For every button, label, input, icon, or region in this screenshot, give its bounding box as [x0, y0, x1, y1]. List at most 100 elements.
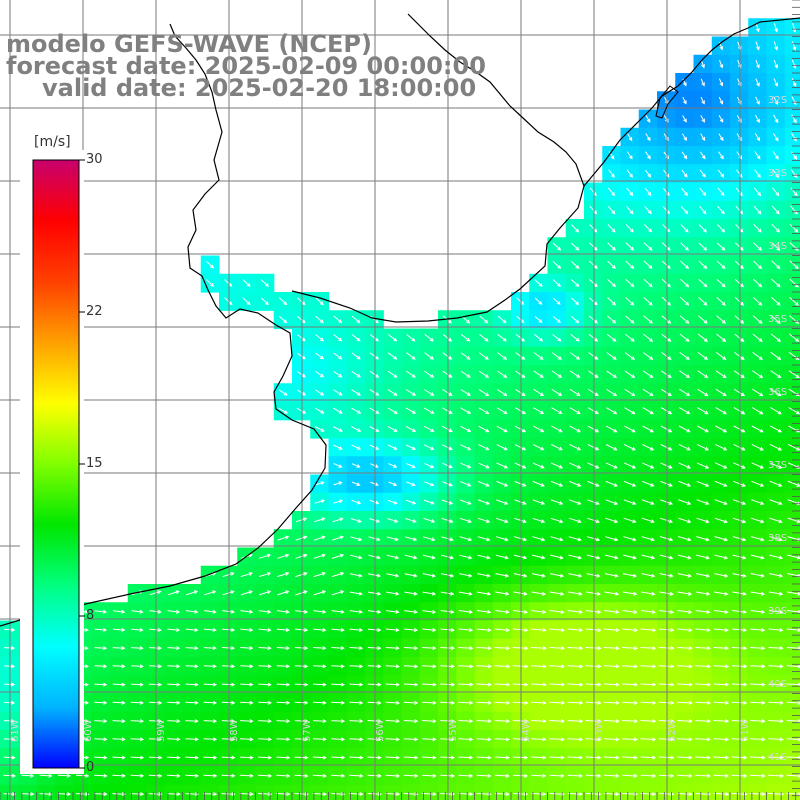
- lon-label-56w: 56W: [375, 719, 386, 742]
- wind-cell: [0, 784, 19, 800]
- wind-cell: [346, 784, 366, 800]
- wind-cell: [730, 784, 749, 800]
- wind-cell: [784, 438, 800, 457]
- lat-label-32s: 32S: [768, 95, 788, 106]
- lat-label-38s: 38S: [768, 533, 788, 544]
- wind-cell: [237, 784, 257, 800]
- colorbar-tick-30: 30: [86, 152, 103, 167]
- wind-cell: [784, 219, 800, 238]
- wind-cell: [474, 784, 494, 800]
- lon-label-51w: 51W: [740, 719, 751, 742]
- wind-cell: [784, 73, 800, 92]
- wind-cell: [91, 784, 111, 800]
- wind-cell: [784, 146, 800, 165]
- wind-cell: [292, 784, 311, 800]
- wind-cell: [36, 784, 56, 800]
- wind-cell: [511, 784, 530, 800]
- wind-cell: [182, 784, 202, 800]
- wind-cell: [456, 784, 476, 800]
- wind-cell: [784, 200, 800, 220]
- wind-cell: [693, 784, 713, 800]
- wind-cell: [784, 784, 800, 800]
- valid-date: valid date: 2025-02-20 18:00:00: [42, 74, 477, 102]
- wind-cell: [219, 784, 238, 800]
- lon-label-57w: 57W: [302, 719, 313, 742]
- wind-cell: [784, 529, 800, 549]
- wind-cell: [784, 365, 800, 384]
- wind-cell: [784, 602, 800, 622]
- wind-cell: [784, 584, 800, 603]
- lat-label-41s: 41S: [768, 752, 788, 763]
- wind-cell: [784, 547, 800, 567]
- wind-cell: [675, 784, 695, 800]
- wind-cell: [328, 784, 348, 800]
- wind-cell: [146, 784, 165, 800]
- lon-label-52w: 52W: [667, 719, 678, 742]
- wind-cell: [784, 273, 800, 293]
- lat-label-34s: 34S: [768, 241, 788, 252]
- wind-cell: [365, 784, 384, 800]
- lon-label-53w: 53W: [594, 719, 605, 742]
- wind-cell: [584, 784, 603, 800]
- lon-label-60w: 60W: [83, 719, 94, 742]
- lat-label-40s: 40S: [768, 679, 788, 690]
- wind-cell: [784, 127, 800, 147]
- wind-cell: [784, 328, 800, 348]
- wind-cell: [784, 109, 800, 129]
- wind-cell: [54, 784, 74, 800]
- wind-cell: [255, 784, 275, 800]
- wind-cell: [784, 36, 800, 56]
- wind-cell: [401, 784, 421, 800]
- lat-label-36s: 36S: [768, 387, 788, 398]
- lon-label-58w: 58W: [229, 719, 240, 742]
- lat-label-37s: 37S: [768, 460, 788, 471]
- lon-label-59w: 59W: [156, 719, 167, 742]
- wind-cell: [784, 474, 800, 494]
- lon-label-61w: 61W: [10, 719, 21, 742]
- wind-cell: [784, 164, 800, 184]
- wind-cell: [748, 784, 768, 800]
- wind-cell: [784, 401, 800, 421]
- wind-cell: [784, 565, 800, 585]
- lon-label-54w: 54W: [521, 719, 532, 742]
- lat-label-39s: 39S: [768, 606, 788, 617]
- colorbar-unit: [m/s]: [34, 134, 71, 150]
- wind-cell: [766, 784, 786, 800]
- wind-cell: [620, 784, 640, 800]
- colorbar-tick-0: 0: [86, 760, 95, 775]
- wind-cell: [73, 784, 92, 800]
- wind-cell: [784, 182, 800, 202]
- wind-cell: [602, 784, 622, 800]
- wind-cell: [784, 492, 800, 512]
- wind-cell: [784, 383, 800, 403]
- wind-cell: [784, 419, 800, 439]
- lat-label-35s: 35S: [768, 314, 788, 325]
- wind-cell: [784, 18, 800, 38]
- wind-cell: [657, 784, 676, 800]
- colorbar: [32, 159, 80, 769]
- wind-cell: [638, 784, 658, 800]
- wind-cell: [547, 784, 567, 800]
- wind-cell: [164, 784, 184, 800]
- wind-cell: [438, 784, 457, 800]
- colorbar-tick-22: 22: [86, 304, 103, 319]
- wind-cell: [529, 784, 549, 800]
- wind-cell: [383, 784, 403, 800]
- wind-cell: [784, 511, 800, 530]
- lat-label-33s: 33S: [768, 168, 788, 179]
- wind-cell: [109, 784, 129, 800]
- wind-cell: [784, 346, 800, 366]
- wind-cell: [784, 292, 800, 311]
- wind-cell: [565, 784, 585, 800]
- wind-cell: [784, 91, 800, 111]
- wind-cell: [492, 784, 512, 800]
- wind-cell: [784, 237, 800, 257]
- wind-cell: [784, 456, 800, 476]
- wind-cell: [419, 784, 439, 800]
- wind-cell: [127, 784, 147, 800]
- wind-cell: [200, 784, 220, 800]
- wind-cell: [784, 255, 800, 275]
- wind-cell: [273, 784, 293, 800]
